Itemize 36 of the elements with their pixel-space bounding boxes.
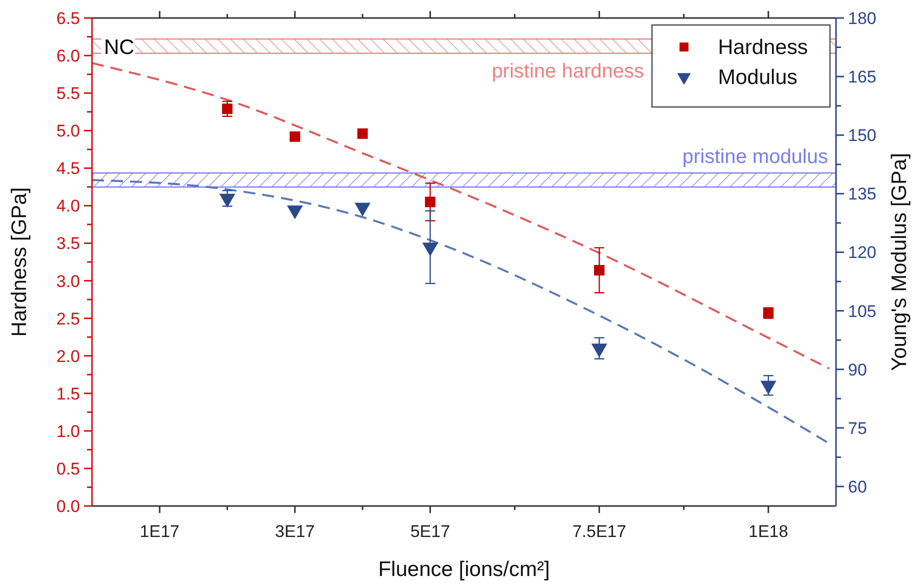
y2-tick-label: 120 [848,243,876,262]
x-axis-title: Fluence [ions/cm²] [378,558,550,581]
y-tick-label: 2.0 [56,346,80,366]
y-tick-label: 0.5 [56,459,80,478]
x-tick-label: 1E17 [140,522,180,541]
y2-tick-label: 90 [848,360,867,380]
y-tick-label: 6.5 [56,9,80,28]
y-tick-label: 2.5 [56,309,80,328]
y2-tick-label: 105 [848,302,876,321]
y-tick-label: 5.0 [56,122,80,141]
y-axis-title: Hardness [GPa] [8,187,31,337]
y-tick-label: 3.5 [56,234,80,254]
x-tick-label: 7.5E17 [572,522,626,541]
annotation: NC [104,36,134,59]
x-tick-label: 1E18 [748,522,788,541]
y-tick-label: 1.0 [56,422,80,441]
y-tick-label: 1.5 [56,384,80,404]
y-tick-label: 3.0 [56,272,80,291]
x-tick-label: 3E17 [275,522,315,541]
y2-axis-title: Young's Modulus [GPa] [888,152,911,372]
y-tick-label: 5.5 [56,84,80,104]
y2-tick-label: 60 [848,477,867,496]
band-label: pristine hardness [492,60,644,82]
y2-tick-label: 75 [848,418,867,438]
y-tick-label: 4.0 [56,196,80,216]
y-tick-label: 6.0 [56,46,80,66]
y2-tick-label: 180 [848,9,876,28]
band-label: pristine modulus [682,146,828,168]
y-tick-label: 0.0 [56,497,80,516]
legend-label: Hardness [718,36,808,59]
y-tick-label: 4.5 [56,159,80,178]
y2-tick-label: 150 [848,126,876,146]
legend-label: Modulus [718,66,798,89]
y2-tick-label: 165 [848,68,876,87]
y2-tick-label: 135 [848,184,876,204]
x-tick-label: 5E17 [410,522,450,541]
